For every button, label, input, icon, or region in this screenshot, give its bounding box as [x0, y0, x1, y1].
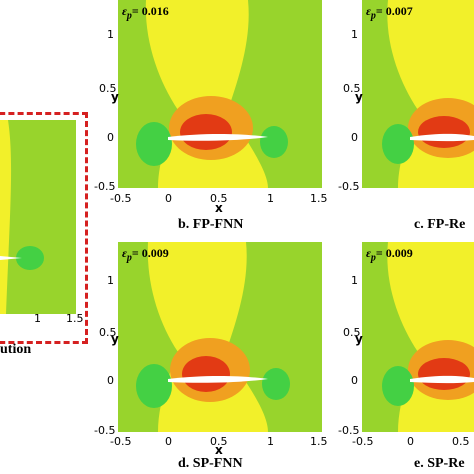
- panel-e-ytick-0: 0: [351, 374, 358, 387]
- panel-c-caption: c. FP-Re: [414, 217, 466, 232]
- panel-e-error: εp= 0.009: [366, 246, 413, 263]
- panel-a-xtick-1: 1: [34, 312, 41, 325]
- panel-b-ytick-0: 0: [107, 131, 114, 144]
- panel-c-ytick-0-5: 0.5: [343, 82, 361, 95]
- panel-b-xtick-0: 0: [165, 192, 172, 205]
- panel-b-ytick-neg-0-5: -0.5: [94, 180, 116, 193]
- error-subscript: p: [126, 10, 132, 22]
- error-value: = 0.016: [131, 4, 169, 18]
- panel-c-error: εp= 0.007: [366, 4, 413, 21]
- contour-field-e: [362, 242, 474, 432]
- panel-e-ylabel: y: [355, 332, 363, 346]
- panel-b-xtick-1-5: 1.5: [310, 192, 328, 205]
- panel-e-ytick-0-5: 0.5: [343, 326, 361, 339]
- panel-e-ytick-1: 1: [351, 274, 358, 287]
- panel-e-xtick-0-5: 0.5: [452, 435, 470, 448]
- contour-panel-c: εp= 0.007: [362, 0, 474, 188]
- panel-b-xtick-0-5: 0.5: [210, 192, 228, 205]
- panel-b-xlabel: x: [215, 201, 223, 215]
- panel-a-xtick-1-5: 1.5: [66, 312, 84, 325]
- panel-b-ylabel: y: [111, 90, 119, 104]
- panel-d-xtick-1: 1: [267, 435, 274, 448]
- panel-b-ytick-1: 1: [107, 28, 114, 41]
- panel-b-xtick-1: 1: [267, 192, 274, 205]
- panel-d-ytick-neg-0-5: -0.5: [94, 424, 116, 437]
- contour-panel-e: εp= 0.009: [362, 242, 474, 432]
- panel-b-caption: b. FP-FNN: [178, 217, 244, 232]
- panel-d-xtick-neg-0-5: -0.5: [110, 435, 132, 448]
- contour-panel-b: εp= 0.016: [118, 0, 322, 188]
- error-symbol: ε: [122, 4, 127, 18]
- panel-e-ytick-neg-0-5: -0.5: [338, 424, 360, 437]
- contour-panel-a: [0, 120, 76, 314]
- error-value: = 0.009: [375, 246, 413, 260]
- error-subscript: p: [370, 252, 376, 264]
- panel-d-ylabel: y: [111, 332, 119, 346]
- panel-d-xtick-0-5: 0.5: [210, 435, 228, 448]
- panel-c-ylabel: y: [355, 90, 363, 104]
- panel-d-ytick-1: 1: [107, 274, 114, 287]
- panel-b-xtick-neg-0-5: -0.5: [110, 192, 132, 205]
- error-symbol: ε: [122, 246, 127, 260]
- highlight-frame: [0, 112, 88, 344]
- panel-d-ytick-0-5: 0.5: [99, 326, 117, 339]
- contour-field-a: [0, 120, 76, 314]
- panel-a-caption: ution: [0, 342, 32, 357]
- error-subscript: p: [126, 252, 132, 264]
- contour-field-c: [362, 0, 474, 188]
- error-subscript: p: [370, 10, 376, 22]
- error-value: = 0.009: [131, 246, 169, 260]
- contour-field-d: [118, 242, 322, 432]
- panel-e-xtick-neg-0-5: -0.5: [352, 435, 374, 448]
- panel-d-error: εp= 0.009: [122, 246, 169, 263]
- panel-b-ytick-0-5: 0.5: [99, 82, 117, 95]
- panel-d-xtick-1-5: 1.5: [310, 435, 328, 448]
- error-symbol: ε: [366, 246, 371, 260]
- error-symbol: ε: [366, 4, 371, 18]
- panel-d-ytick-0: 0: [107, 374, 114, 387]
- panel-e-caption: e. SP-Re: [414, 456, 465, 471]
- panel-c-ytick-1: 1: [351, 28, 358, 41]
- contour-field-b: [118, 0, 322, 188]
- panel-b-error: εp= 0.016: [122, 4, 169, 21]
- error-value: = 0.007: [375, 4, 413, 18]
- panel-d-xlabel: x: [215, 443, 223, 457]
- panel-d-caption: d. SP-FNN: [178, 456, 243, 471]
- panel-c-ytick-neg-0-5: -0.5: [338, 180, 360, 193]
- panel-d-xtick-0: 0: [165, 435, 172, 448]
- contour-panel-d: εp= 0.009: [118, 242, 322, 432]
- panel-e-xtick-0: 0: [407, 435, 414, 448]
- panel-c-ytick-0: 0: [351, 131, 358, 144]
